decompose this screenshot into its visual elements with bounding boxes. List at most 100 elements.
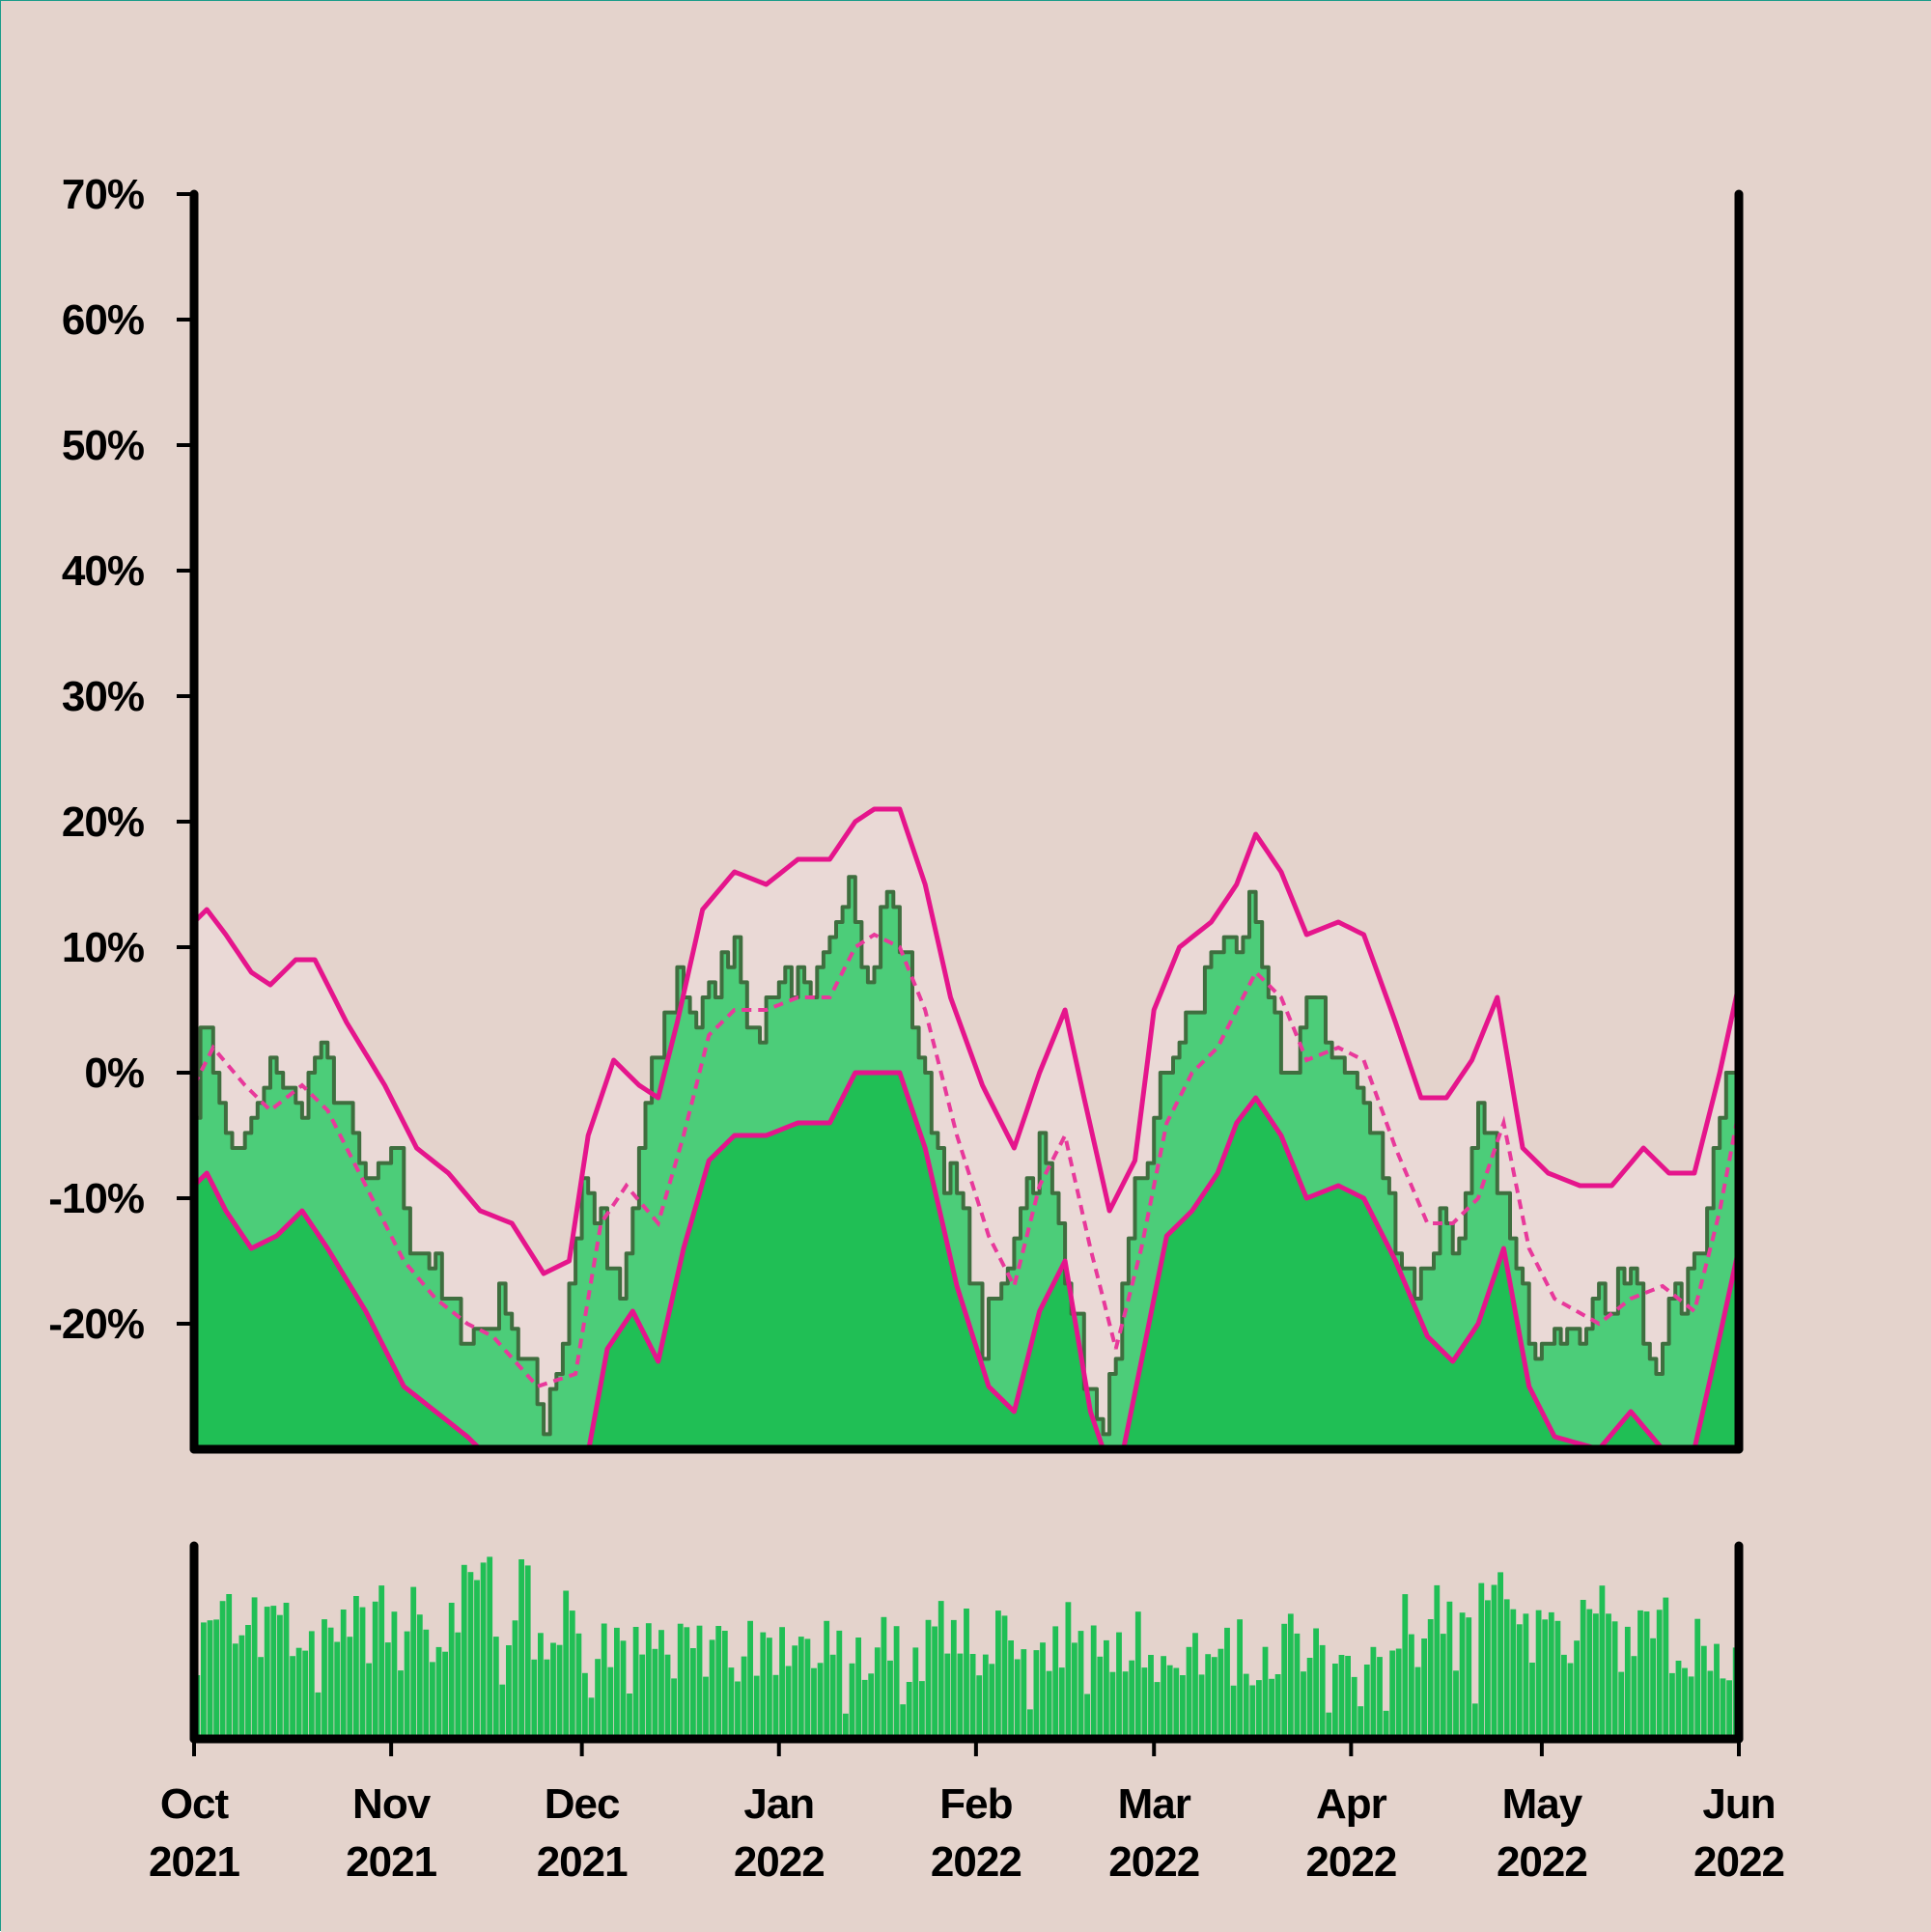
- volume-bar: [556, 1644, 563, 1739]
- volume-bar: [798, 1637, 804, 1739]
- volume-bar: [932, 1626, 938, 1739]
- x-tick-year-label: 2022: [1108, 1838, 1199, 1886]
- volume-bar: [416, 1614, 423, 1739]
- volume-bar: [1675, 1661, 1682, 1739]
- volume-bar: [1542, 1619, 1549, 1739]
- volume-bar: [1669, 1672, 1675, 1739]
- volume-bar: [398, 1670, 404, 1739]
- volume-bar: [861, 1679, 868, 1739]
- volume-bar: [1332, 1664, 1338, 1739]
- y-tick-label: 20%: [62, 798, 144, 846]
- volume-bar: [601, 1623, 607, 1739]
- volume-bar: [1726, 1680, 1732, 1739]
- volume-bar: [900, 1704, 907, 1739]
- volume-bar: [270, 1606, 277, 1739]
- volume-bar: [772, 1674, 779, 1739]
- volume-bar: [430, 1662, 435, 1739]
- volume-bar: [1249, 1685, 1256, 1739]
- volume-bar: [499, 1684, 506, 1739]
- volume-bar: [671, 1678, 677, 1739]
- volume-bar: [614, 1627, 620, 1739]
- volume-bar: [1618, 1671, 1625, 1739]
- volume-bar: [690, 1648, 696, 1739]
- volume-bar: [1611, 1621, 1618, 1739]
- volume-bar: [1052, 1626, 1059, 1739]
- volume-bar: [843, 1713, 849, 1739]
- volume-bar: [1040, 1642, 1046, 1739]
- volume-bar: [703, 1676, 709, 1739]
- volume-bar: [245, 1625, 251, 1739]
- volume-bar: [760, 1632, 767, 1739]
- volume-bar: [639, 1654, 646, 1739]
- y-tick-label: 0%: [84, 1050, 144, 1097]
- volume-bar: [1173, 1667, 1180, 1739]
- volume-bar: [1161, 1656, 1166, 1739]
- volume-bar: [359, 1607, 366, 1739]
- volume-bar: [982, 1654, 989, 1739]
- volume-bar: [1700, 1645, 1707, 1739]
- volume-bar: [1014, 1659, 1021, 1739]
- volume-bar: [1377, 1657, 1383, 1739]
- volume-bar: [1046, 1670, 1052, 1739]
- volume-bar: [1129, 1660, 1135, 1739]
- volume-bar: [480, 1562, 487, 1739]
- volume-bar: [1306, 1658, 1313, 1739]
- volume-bar: [964, 1609, 969, 1739]
- volume-bar: [1466, 1617, 1472, 1739]
- volume-bar: [538, 1633, 544, 1739]
- upper-envelope-line: [194, 806, 1739, 1276]
- x-tick-year-label: 2021: [537, 1838, 628, 1886]
- volume-bar: [868, 1673, 875, 1739]
- x-tick-month-label: Nov: [352, 1780, 432, 1828]
- volume-bar: [1694, 1618, 1701, 1739]
- volume-bar: [1446, 1601, 1453, 1739]
- x-tick-month-label: Oct: [160, 1780, 230, 1828]
- volume-bar: [1593, 1613, 1599, 1739]
- volume-bar: [550, 1642, 556, 1739]
- volume-bar: [1154, 1682, 1161, 1739]
- volume-bar: [1148, 1655, 1154, 1739]
- volume-bar: [811, 1667, 817, 1739]
- volume-bar: [334, 1641, 341, 1739]
- volume-bar: [563, 1590, 570, 1739]
- volume-bar: [461, 1564, 467, 1739]
- volume-bar: [455, 1632, 462, 1739]
- volume-bar: [226, 1594, 233, 1739]
- volume-bar: [645, 1623, 652, 1739]
- volume-bar: [969, 1654, 976, 1739]
- volume-bar: [1237, 1619, 1243, 1739]
- volume-bar: [1637, 1610, 1643, 1739]
- y-tick-label: 10%: [62, 924, 144, 971]
- volume-bar: [779, 1627, 785, 1739]
- volume-bar: [620, 1640, 627, 1739]
- volume-bar: [664, 1654, 671, 1739]
- volume-bar: [1503, 1599, 1510, 1739]
- volume-bar: [658, 1630, 664, 1739]
- volume-bar: [1485, 1600, 1491, 1739]
- volume-bar: [1180, 1675, 1186, 1739]
- volume-bar: [709, 1639, 715, 1739]
- x-tick-year-label: 2021: [346, 1838, 436, 1886]
- volume-bar: [957, 1653, 964, 1739]
- volume-bar: [824, 1620, 830, 1739]
- volume-bar: [1631, 1656, 1637, 1739]
- volume-bar: [652, 1648, 658, 1739]
- y-tick-label: 30%: [62, 673, 144, 720]
- volume-bar: [512, 1620, 518, 1739]
- volume-bar: [817, 1663, 824, 1739]
- volume-bar: [721, 1631, 728, 1739]
- volume-bar: [881, 1616, 887, 1739]
- volume-bar: [906, 1682, 912, 1739]
- volume-bar: [442, 1651, 448, 1739]
- volume-bar: [1243, 1673, 1249, 1739]
- volume-bar: [1453, 1670, 1459, 1739]
- volume-bar: [1395, 1648, 1402, 1739]
- volume-bar: [976, 1675, 983, 1739]
- volume-bar: [1256, 1680, 1262, 1739]
- lower-envelope-area: [194, 1073, 1739, 1449]
- volume-bar: [487, 1556, 493, 1739]
- volume-bar: [995, 1610, 1001, 1739]
- volume-bar: [1058, 1667, 1065, 1739]
- volume-bar: [632, 1627, 639, 1739]
